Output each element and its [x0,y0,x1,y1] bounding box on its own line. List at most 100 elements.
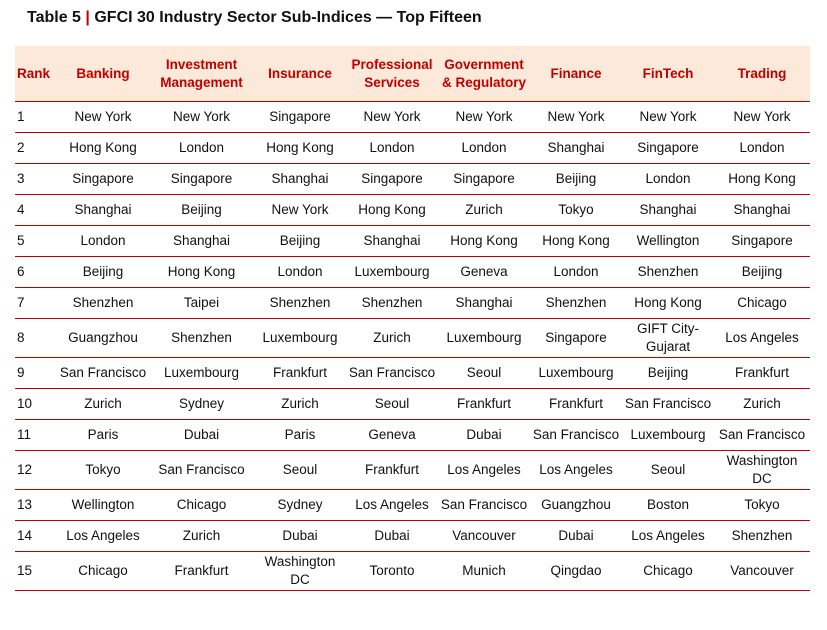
city-cell: GIFT City-Gujarat [622,318,714,358]
city-cell: Shenzhen [149,318,254,358]
city-cell: Luxembourg [254,318,346,358]
city-cell: Zurich [57,388,149,420]
table-row: 12 Tokyo San Francisco Seoul Frankfurt Los An… [15,450,810,490]
city-cell: Zurich [149,520,254,552]
table-row: 10 Zurich Sydney Zurich Seoul Frankfurt Frankf… [15,388,810,420]
city-cell: Singapore [530,318,622,358]
city-cell: Frankfurt [714,357,810,389]
city-cell: Geneva [438,256,530,288]
rank-cell: 3 [15,163,57,195]
column-header: FinTech [622,46,714,102]
city-cell: Hong Kong [57,132,149,164]
city-cell: Shanghai [57,194,149,226]
city-cell: Hong Kong [622,287,714,319]
table-row: 11 Paris Dubai Paris Geneva Dubai San Francisc… [15,419,810,451]
city-cell: San Francisco [438,489,530,521]
city-cell: Frankfurt [346,450,438,490]
city-cell: New York [622,101,714,133]
city-cell: Singapore [57,163,149,195]
city-cell: Los Angeles [57,520,149,552]
city-cell: Seoul [622,450,714,490]
city-cell: Chicago [57,551,149,591]
city-cell: Sydney [149,388,254,420]
table-title-text: GFCI 30 Industry Sector Sub-Indices — To… [94,9,482,26]
city-cell: Seoul [254,450,346,490]
city-cell: Luxembourg [530,357,622,389]
city-cell: Hong Kong [530,225,622,257]
city-cell: San Francisco [149,450,254,490]
city-cell: Los Angeles [714,318,810,358]
city-cell: Hong Kong [346,194,438,226]
column-header: Investment Management [149,46,254,102]
city-cell: Zurich [714,388,810,420]
table-body: 1 New York New York Singapore New York New Yo… [15,101,810,591]
city-cell: San Francisco [346,357,438,389]
table-row: 8 Guangzhou Shenzhen Luxembourg Zurich Luxemb… [15,318,810,358]
table-row: 14 Los Angeles Zurich Dubai Dubai Vancouver Du… [15,520,810,552]
rank-cell: 8 [15,318,57,358]
city-cell: Singapore [622,132,714,164]
city-cell: San Francisco [622,388,714,420]
city-cell: Wellington [57,489,149,521]
city-cell: London [254,256,346,288]
city-cell: New York [149,101,254,133]
city-cell: Luxembourg [438,318,530,358]
city-cell: Shanghai [622,194,714,226]
rank-cell: 15 [15,551,57,591]
city-cell: Dubai [530,520,622,552]
city-cell: Hong Kong [254,132,346,164]
city-cell: London [714,132,810,164]
city-cell: Paris [57,419,149,451]
column-header: Rank [15,46,57,102]
city-cell: Shanghai [530,132,622,164]
city-cell: Zurich [438,194,530,226]
column-header: Banking [57,46,149,102]
city-cell: Dubai [346,520,438,552]
city-cell: Tokyo [530,194,622,226]
city-cell: Singapore [714,225,810,257]
rank-cell: 1 [15,101,57,133]
rank-cell: 11 [15,419,57,451]
city-cell: Seoul [346,388,438,420]
city-cell: Dubai [438,419,530,451]
city-cell: Singapore [346,163,438,195]
city-cell: San Francisco [714,419,810,451]
title-separator: | [85,9,90,26]
city-cell: Munich [438,551,530,591]
city-cell: Tokyo [714,489,810,521]
city-cell: Los Angeles [346,489,438,521]
city-cell: Shanghai [346,225,438,257]
city-cell: Shanghai [254,163,346,195]
city-cell: Dubai [149,419,254,451]
city-cell: Taipei [149,287,254,319]
sector-rankings-table: Rank Banking Investment Management Insur… [15,46,810,591]
city-cell: London [346,132,438,164]
table-row: 9 San Francisco Luxembourg Frankfurt San Fra… [15,357,810,389]
city-cell: Vancouver [438,520,530,552]
rank-cell: 2 [15,132,57,164]
table-number: Table 5 [27,9,81,26]
city-cell: Shenzhen [530,287,622,319]
city-cell: Shenzhen [622,256,714,288]
city-cell: New York [57,101,149,133]
city-cell: Frankfurt [530,388,622,420]
table-row: 1 New York New York Singapore New York New Yo… [15,101,810,133]
city-cell: Frankfurt [254,357,346,389]
rank-cell: 12 [15,450,57,490]
rank-cell: 14 [15,520,57,552]
city-cell: Los Angeles [622,520,714,552]
city-cell: London [57,225,149,257]
city-cell: Chicago [622,551,714,591]
city-cell: Shanghai [438,287,530,319]
column-header: Trading [714,46,810,102]
column-header: Professional Services [346,46,438,102]
city-cell: Chicago [149,489,254,521]
city-cell: Beijing [57,256,149,288]
table-row: 6 Beijing Hong Kong London Luxembourg Geneva L… [15,256,810,288]
city-cell: Beijing [149,194,254,226]
city-cell: Shenzhen [254,287,346,319]
city-cell: Shanghai [714,194,810,226]
table-row: 2 Hong Kong London Hong Kong London London Sha… [15,132,810,164]
city-cell: Luxembourg [346,256,438,288]
city-cell: Seoul [438,357,530,389]
